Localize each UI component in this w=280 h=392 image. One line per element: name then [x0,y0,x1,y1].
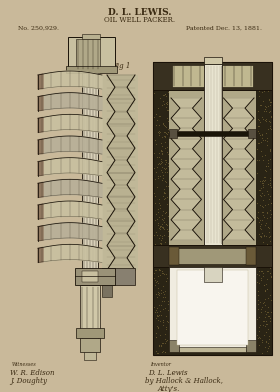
Bar [102,75,138,270]
Bar [80,338,100,352]
Polygon shape [38,136,102,154]
Polygon shape [171,98,202,240]
Bar [204,64,221,245]
Bar [68,37,115,72]
Polygon shape [38,179,102,198]
Bar [246,247,256,265]
Bar [102,268,135,285]
Bar [153,62,272,355]
Polygon shape [38,161,43,176]
Bar [169,267,256,350]
Text: W. R. Edison: W. R. Edison [10,369,55,377]
Text: Witnesses: Witnesses [12,363,37,368]
Bar [82,271,98,282]
Bar [169,131,256,136]
Bar [169,90,256,245]
Polygon shape [38,201,102,219]
Polygon shape [38,71,102,89]
Bar [82,34,100,39]
Text: Inventor: Inventor [150,363,171,368]
Bar [153,62,272,90]
Polygon shape [38,158,102,176]
Text: Patented Dec. 13, 1881.: Patented Dec. 13, 1881. [186,25,262,31]
Polygon shape [38,226,43,241]
Bar [246,340,256,352]
Bar [102,285,112,297]
Text: D. L. Lewis: D. L. Lewis [148,369,188,377]
Polygon shape [107,75,135,270]
Text: by Hallock & Hallock,: by Hallock & Hallock, [145,377,223,385]
Bar [204,267,221,282]
Polygon shape [38,223,102,241]
Bar [76,328,104,338]
Bar [66,66,117,73]
Bar [76,39,100,70]
Bar [75,268,115,285]
Bar [172,248,253,264]
Text: Fig 1: Fig 1 [112,62,130,70]
Bar [179,347,246,352]
Bar [169,247,179,265]
Polygon shape [38,96,43,111]
Polygon shape [38,93,102,111]
Text: OIL WELL PACKER.: OIL WELL PACKER. [104,16,176,24]
Text: Fig 2: Fig 2 [220,62,238,70]
Polygon shape [38,247,43,262]
Bar [172,65,253,87]
Polygon shape [38,117,43,132]
Text: Atty's.: Atty's. [158,385,180,392]
Bar [169,340,179,352]
Bar [84,352,96,360]
Bar [204,57,221,67]
Polygon shape [38,244,102,262]
Text: J. Doughty: J. Doughty [10,377,47,385]
Bar [82,72,98,340]
Bar [153,245,272,267]
Text: D. L. LEWIS.: D. L. LEWIS. [108,7,172,16]
Polygon shape [38,204,43,219]
Polygon shape [223,98,254,240]
Polygon shape [38,114,102,132]
Text: No. 250,929.: No. 250,929. [18,25,59,31]
Polygon shape [38,182,43,198]
Bar [80,285,100,330]
Bar [177,270,248,345]
Bar [248,129,256,138]
Bar [169,129,177,138]
Polygon shape [38,74,43,89]
Polygon shape [38,139,43,154]
